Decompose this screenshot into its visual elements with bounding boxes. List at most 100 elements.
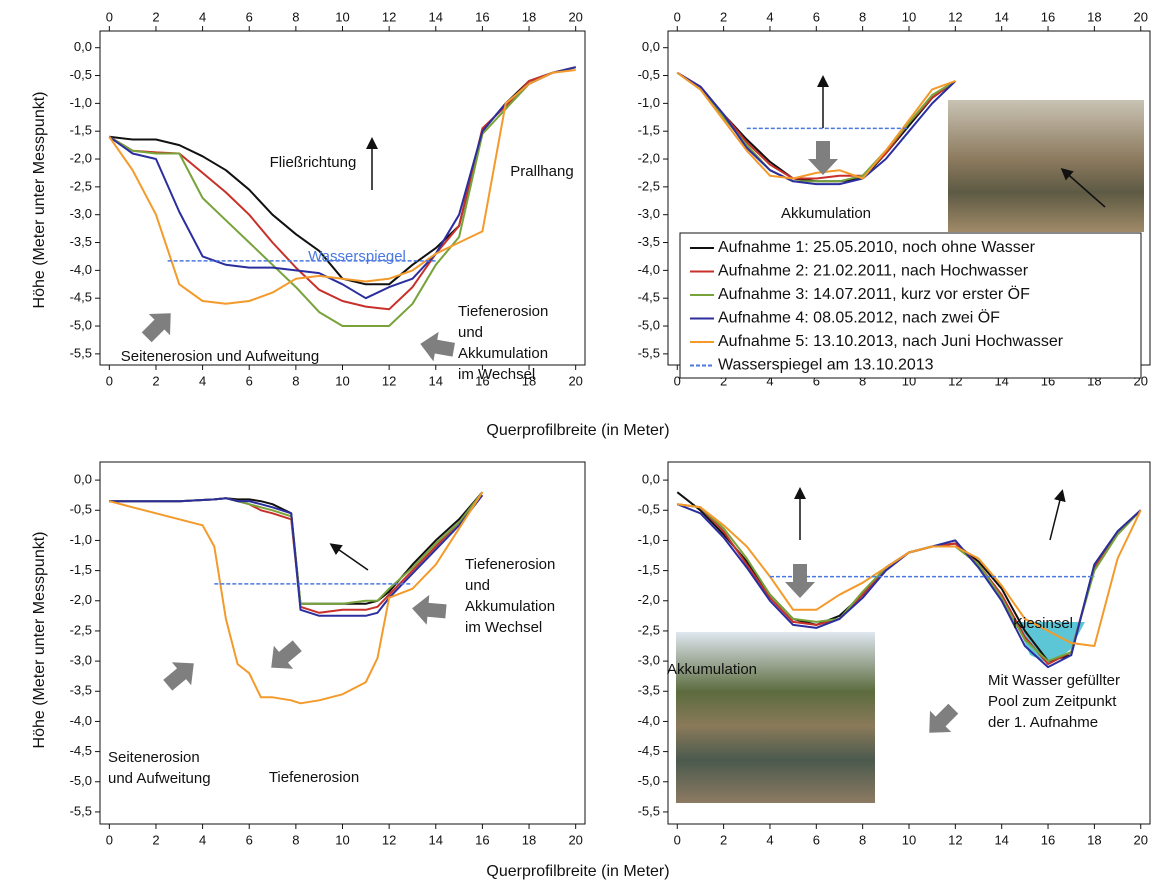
y-tick-label: -2,0 — [70, 150, 92, 165]
y-tick-label: -1,5 — [638, 562, 660, 577]
y-tick-label: -3,5 — [638, 683, 660, 698]
y-tick-label: -4,5 — [638, 743, 660, 758]
profile-line — [108, 69, 576, 305]
y-tick-label: -0,5 — [638, 502, 660, 517]
y-tick-label: -5,0 — [638, 317, 660, 332]
x-axis-label: Querprofilbreite (in Meter) — [486, 422, 669, 439]
x-tick-label: 0 — [106, 832, 113, 847]
y-tick-label: -5,0 — [70, 773, 92, 788]
x-tick-label: 6 — [246, 373, 253, 388]
x-tick-label: 6 — [813, 373, 820, 388]
y-tick-label: -3,0 — [638, 206, 660, 221]
x-tick-label-top: 0 — [674, 9, 681, 24]
x-tick-label-top: 18 — [522, 9, 536, 24]
y-tick-label: -2,5 — [638, 622, 660, 637]
x-tick-label-top: 20 — [1133, 9, 1147, 24]
y-tick-label: -5,5 — [638, 345, 660, 360]
annotation: Tiefenerosion — [269, 769, 359, 786]
y-tick-label: -4,0 — [70, 262, 92, 277]
annotation: im Wechsel — [458, 366, 535, 383]
y-tick-label: -5,5 — [70, 803, 92, 818]
y-tick-label: -3,5 — [70, 683, 92, 698]
block-arrow — [261, 634, 307, 680]
annotation: Pool zum Zeitpunkt — [988, 693, 1117, 710]
x-tick-label: 6 — [246, 832, 253, 847]
y-tick-label: -4,0 — [638, 713, 660, 728]
y-tick-label: -0,5 — [70, 502, 92, 517]
y-tick-label: -0,5 — [638, 67, 660, 82]
x-tick-label: 2 — [720, 832, 727, 847]
y-tick-label: -3,0 — [70, 206, 92, 221]
y-tick-label: -4,0 — [70, 713, 92, 728]
flow-arrow — [329, 543, 369, 571]
x-tick-label: 4 — [766, 832, 773, 847]
y-tick-label: -1,5 — [70, 123, 92, 138]
annotation: und — [465, 577, 490, 594]
x-tick-label: 0 — [674, 832, 681, 847]
x-tick-label-top: 2 — [152, 9, 159, 24]
x-tick-label-top: 20 — [568, 9, 582, 24]
y-tick-label: -2,0 — [638, 592, 660, 607]
annotation: und — [458, 324, 483, 341]
y-tick-label: -3,0 — [638, 653, 660, 668]
x-tick-label: 4 — [199, 832, 206, 847]
legend-label: Aufnahme 4: 08.05.2012, nach zwei ÖF — [718, 309, 1000, 327]
y-axis-label: Höhe (Meter unter Messpunkt) — [31, 532, 48, 749]
y-tick-label: -1,0 — [638, 532, 660, 547]
annotation: Akkumulation — [781, 205, 871, 222]
y-tick-label: -4,5 — [70, 743, 92, 758]
legend-label: Wasserspiegel am 13.10.2013 — [718, 357, 934, 374]
x-tick-label: 20 — [1133, 832, 1147, 847]
annotation: und Aufweitung — [108, 770, 211, 787]
flow-arrow — [1049, 489, 1066, 541]
annotation: der 1. Aufnahme — [988, 714, 1098, 731]
legend-label: Aufnahme 5: 13.10.2013, nach Juni Hochwa… — [718, 333, 1064, 350]
x-tick-label-top: 12 — [382, 9, 396, 24]
x-tick-label: 12 — [382, 373, 396, 388]
y-tick-label: -0,5 — [70, 67, 92, 82]
y-tick-label: -3,5 — [638, 234, 660, 249]
x-tick-label: 14 — [429, 832, 443, 847]
x-axis-label: Querprofilbreite (in Meter) — [486, 863, 669, 880]
x-tick-label: 14 — [429, 373, 443, 388]
block-arrow — [785, 564, 815, 598]
x-tick-label-top: 10 — [902, 9, 916, 24]
y-tick-label: -5,5 — [638, 803, 660, 818]
block-arrow — [136, 302, 182, 348]
x-tick-label: 20 — [568, 832, 582, 847]
x-tick-label: 8 — [859, 832, 866, 847]
legend-box — [679, 232, 1142, 379]
y-tick-label: -1,0 — [638, 95, 660, 110]
y-tick-label: -2,5 — [70, 622, 92, 637]
profile-line — [109, 491, 484, 605]
legend-label: Aufnahme 2: 21.02.2011, nach Hochwasser — [718, 263, 1029, 280]
x-tick-label: 10 — [902, 832, 916, 847]
x-tick-label: 6 — [813, 832, 820, 847]
x-tick-label-top: 2 — [720, 9, 727, 24]
y-tick-label: -3,0 — [70, 653, 92, 668]
x-tick-label: 12 — [382, 832, 396, 847]
x-tick-label-top: 4 — [199, 9, 206, 24]
x-tick-label: 10 — [335, 832, 349, 847]
x-tick-label: 10 — [335, 373, 349, 388]
x-tick-label: 0 — [674, 373, 681, 388]
x-tick-label-top: 16 — [1041, 9, 1055, 24]
x-tick-label-top: 8 — [859, 9, 866, 24]
x-tick-label-top: 6 — [813, 9, 820, 24]
photo — [948, 100, 1144, 232]
annotation: im Wechsel — [465, 619, 542, 636]
y-tick-label: -4,5 — [70, 290, 92, 305]
y-tick-label: -1,5 — [70, 562, 92, 577]
x-tick-label: 20 — [568, 373, 582, 388]
annotation: Wasserspiegel — [308, 248, 406, 265]
x-tick-label-top: 18 — [1087, 9, 1101, 24]
y-tick-label: -2,5 — [70, 178, 92, 193]
profile-line — [677, 503, 1142, 647]
y-tick-label: 0,0 — [74, 39, 92, 54]
x-tick-label-top: 16 — [475, 9, 489, 24]
x-tick-label: 16 — [475, 832, 489, 847]
legend-label: Aufnahme 1: 25.05.2010, noch ohne Wasser — [718, 239, 1036, 256]
annotation: Prallhang — [510, 163, 573, 180]
profile-line — [676, 71, 956, 186]
